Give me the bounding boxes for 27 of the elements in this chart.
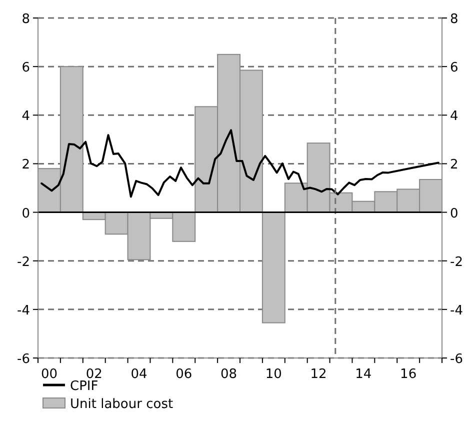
x-tick-label: 02: [86, 367, 102, 382]
x-tick-label: 16: [400, 367, 417, 382]
legend-label: CPIF: [70, 379, 98, 394]
y-tick-label: 4: [22, 109, 30, 124]
y-tick-label: -4: [17, 303, 30, 318]
y2-tick-label: 2: [450, 158, 458, 173]
x-tick-label: 12: [310, 367, 327, 382]
y-tick-label: 6: [22, 60, 30, 76]
x-tick-label: 04: [130, 367, 148, 382]
y2-tick-label: 8: [450, 12, 458, 27]
y2-tick-label: -2: [450, 254, 463, 270]
x-tick-label: 14: [355, 367, 372, 382]
y2-tick-label: 4: [450, 109, 458, 124]
y2-tick-label: -6: [450, 352, 463, 367]
x-tick-label: 06: [176, 367, 192, 382]
x-tick-label: 10: [265, 367, 282, 382]
y-tick-label: 0: [22, 206, 30, 222]
y-tick-label: 8: [22, 12, 30, 27]
y-tick-label: -6: [17, 352, 30, 367]
legend-label: Unit labour cost: [70, 397, 174, 412]
y-tick-label: 2: [22, 158, 30, 173]
x-tick-label: 00: [40, 367, 58, 382]
y2-tick-label: 6: [450, 60, 458, 76]
y-tick-label: -2: [17, 254, 30, 270]
y2-tick-label: 0: [450, 206, 458, 222]
y2-tick-label: -4: [450, 303, 463, 318]
x-tick-label: 08: [220, 367, 238, 382]
